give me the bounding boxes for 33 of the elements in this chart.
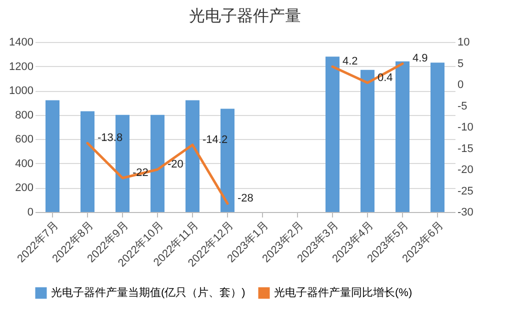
y2-tick-label: -20: [458, 164, 474, 176]
y-tick-label: 600: [15, 134, 34, 146]
chart-title: 光电子器件产量: [189, 7, 301, 25]
data-label: -28: [238, 192, 254, 204]
y-tick-label: 400: [15, 158, 34, 170]
y-tick-label: 200: [15, 182, 34, 194]
bar: [396, 61, 410, 212]
y2-tick-label: 0: [458, 79, 464, 91]
data-label: 4.2: [342, 56, 358, 68]
y2-tick-label: -15: [458, 142, 474, 155]
y2-tick-label: -30: [458, 206, 474, 218]
bar: [46, 100, 60, 212]
bar: [186, 100, 200, 212]
y2-tick-label: 5: [458, 58, 464, 70]
y2-tick-label: 10: [458, 36, 470, 48]
y2-tick-label: -25: [458, 185, 474, 198]
data-label: 4.9: [412, 52, 428, 65]
y-tick-label: 800: [15, 109, 34, 122]
legend-label: 光电子器件产量同比增长(%): [274, 286, 412, 299]
y-tick-label: 1000: [9, 85, 34, 98]
bar: [360, 70, 374, 212]
y2-tick-label: -5: [458, 100, 468, 112]
y-tick-label: 1400: [9, 36, 34, 48]
legend-label: 光电子器件产量当期值(亿只（片、套）): [51, 286, 246, 299]
data-label: 0.4: [378, 72, 393, 84]
bar: [150, 114, 164, 212]
y-tick-label: 1200: [9, 60, 34, 73]
bar: [80, 111, 94, 212]
y-tick-label: 0: [27, 206, 34, 218]
bar: [430, 62, 444, 212]
y2-tick-label: -10: [458, 122, 474, 134]
bar: [326, 56, 340, 212]
data-label: -20: [168, 158, 184, 170]
